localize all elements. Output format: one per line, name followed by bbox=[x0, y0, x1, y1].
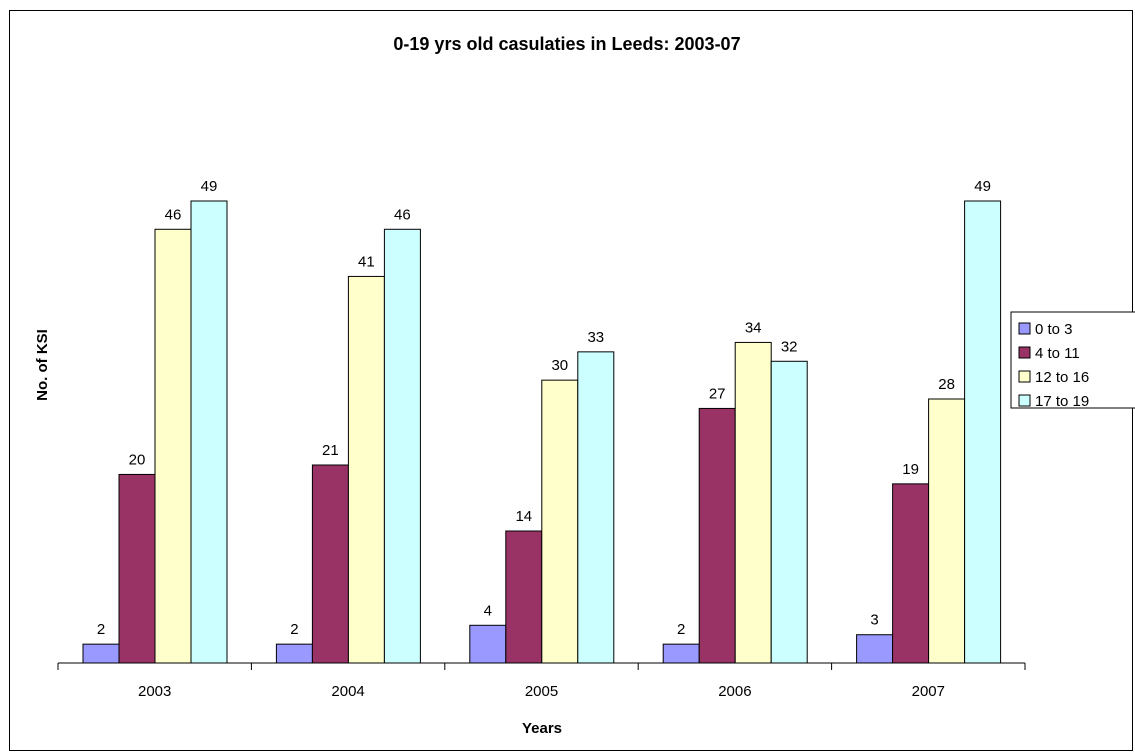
data-label: 27 bbox=[709, 385, 726, 402]
data-label: 41 bbox=[358, 253, 375, 270]
legend-swatch bbox=[1018, 370, 1031, 383]
bar-2004-12-to-16 bbox=[347, 275, 385, 664]
x-axis-title: Years bbox=[522, 720, 562, 737]
bar-2005-12-to-16 bbox=[541, 379, 579, 664]
bar-2007-17-to-19 bbox=[964, 200, 1002, 664]
bar-2006-0-to-3 bbox=[662, 643, 700, 664]
bar-2004-4-to-11 bbox=[311, 464, 349, 664]
data-label: 30 bbox=[551, 357, 568, 374]
legend: 0 to 3 4 to 11 12 to 16 17 to 19 bbox=[1010, 311, 1135, 410]
x-tick-label: 2005 bbox=[525, 683, 558, 700]
bar-2003-0-to-3 bbox=[82, 643, 120, 664]
y-axis-title: No. of KSI bbox=[34, 329, 51, 401]
legend-label: 0 to 3 bbox=[1035, 321, 1073, 338]
x-tick-label: 2004 bbox=[331, 683, 364, 700]
data-label: 49 bbox=[974, 178, 991, 195]
data-label: 49 bbox=[201, 178, 218, 195]
x-axis: 2003 2004 2005 2006 2007 bbox=[57, 662, 1026, 700]
legend-label: 4 to 11 bbox=[1035, 345, 1080, 362]
data-label: 28 bbox=[938, 376, 955, 393]
data-label: 34 bbox=[745, 319, 762, 336]
data-label: 32 bbox=[781, 338, 798, 355]
data-label: 14 bbox=[515, 508, 532, 525]
data-label: 46 bbox=[165, 206, 182, 223]
x-tick-label: 2006 bbox=[718, 683, 751, 700]
data-label: 21 bbox=[322, 442, 339, 459]
data-label: 2 bbox=[677, 621, 685, 638]
legend-label: 12 to 16 bbox=[1035, 369, 1089, 386]
bar-2003-17-to-19 bbox=[190, 200, 228, 664]
legend-swatch bbox=[1018, 346, 1031, 359]
bar-2006-4-to-11 bbox=[698, 407, 736, 664]
data-label: 33 bbox=[587, 329, 604, 346]
bar-2003-12-to-16 bbox=[154, 228, 192, 664]
chart-title: 0-19 yrs old casulaties in Leeds: 2003-0… bbox=[393, 34, 740, 54]
data-label: 20 bbox=[129, 451, 146, 468]
data-label: 2 bbox=[97, 621, 105, 638]
bars-layer bbox=[82, 200, 1002, 664]
bar-2004-0-to-3 bbox=[275, 643, 313, 664]
bar-2006-17-to-19 bbox=[770, 360, 808, 664]
bar-2005-4-to-11 bbox=[505, 530, 543, 664]
legend-box bbox=[1010, 311, 1135, 409]
x-tick-label: 2003 bbox=[138, 683, 171, 700]
data-label: 4 bbox=[484, 602, 492, 619]
bar-2003-4-to-11 bbox=[118, 473, 156, 664]
data-label: 3 bbox=[870, 612, 878, 629]
legend-swatch bbox=[1018, 394, 1031, 407]
data-labels-layer: 2 20 46 49 2 21 41 46 4 14 30 33 2 27 34 32 3 19 28 49 bbox=[97, 178, 991, 638]
data-label: 19 bbox=[902, 461, 919, 478]
legend-swatch bbox=[1018, 322, 1031, 335]
bar-2005-0-to-3 bbox=[469, 624, 507, 664]
bar-2005-17-to-19 bbox=[577, 351, 615, 664]
bar-2007-4-to-11 bbox=[892, 483, 930, 664]
bar-2006-12-to-16 bbox=[734, 341, 772, 664]
x-tick-label: 2007 bbox=[912, 683, 945, 700]
bar-2004-17-to-19 bbox=[383, 228, 421, 664]
data-label: 2 bbox=[290, 621, 298, 638]
bar-2007-0-to-3 bbox=[856, 634, 894, 664]
bar-2007-12-to-16 bbox=[928, 398, 966, 664]
legend-label: 17 to 19 bbox=[1035, 393, 1089, 410]
data-label: 46 bbox=[394, 206, 411, 223]
